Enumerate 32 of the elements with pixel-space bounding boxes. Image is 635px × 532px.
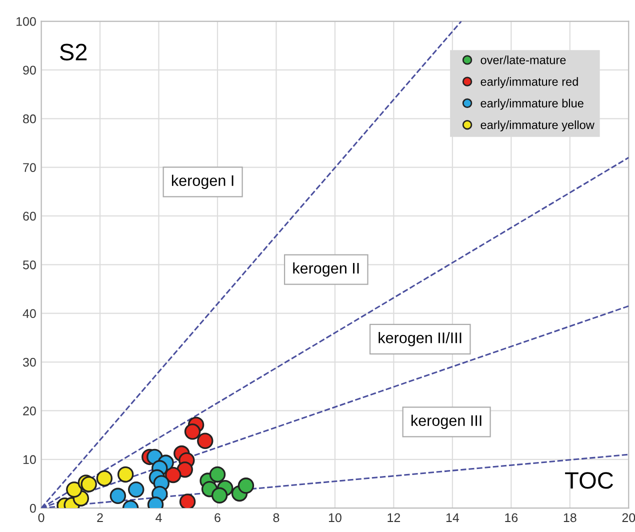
legend-label: over/late-mature	[480, 56, 566, 64]
x-tick-label: 6	[214, 513, 220, 522]
x-tick-label: 20	[622, 513, 635, 522]
x-tick-label: 14	[446, 513, 460, 522]
y-tick-label: 60	[23, 212, 36, 221]
x-tick-label: 16	[505, 513, 518, 522]
annotation: kerogen III	[412, 414, 482, 430]
y-tick-label: 0	[30, 504, 36, 513]
x-tick-label: 0	[38, 513, 44, 522]
x-tick-label: 8	[273, 513, 280, 522]
y-tick-label: 20	[23, 406, 36, 416]
legend-label: early/immature yellow	[480, 120, 594, 132]
y-tick-label: 80	[23, 114, 36, 124]
annotation: kerogen II/III	[378, 332, 462, 346]
y-tick-label: 100	[16, 17, 36, 26]
x-tick-label: 12	[388, 513, 400, 522]
y-tick-label: 30	[22, 358, 36, 367]
x-tick-label: 18	[564, 513, 576, 522]
x-axis-title: TOC	[565, 472, 614, 489]
y-axis-title: S2	[60, 44, 87, 61]
legend-label: early/immature red	[480, 77, 578, 88]
y-tick-label: 40	[22, 309, 36, 318]
y-tick-label: 10	[23, 455, 36, 464]
y-tick-label: 90	[23, 66, 36, 75]
y-tick-label: 70	[23, 163, 36, 172]
annotation: kerogen II	[293, 262, 359, 277]
x-tick-label: 4	[156, 513, 162, 522]
x-tick-label: 2	[97, 513, 103, 522]
annotation: kerogen I	[172, 174, 234, 190]
y-tick-label: 50	[23, 260, 36, 270]
legend-label: early/immature blue	[480, 98, 584, 110]
x-tick-label: 10	[328, 513, 342, 522]
